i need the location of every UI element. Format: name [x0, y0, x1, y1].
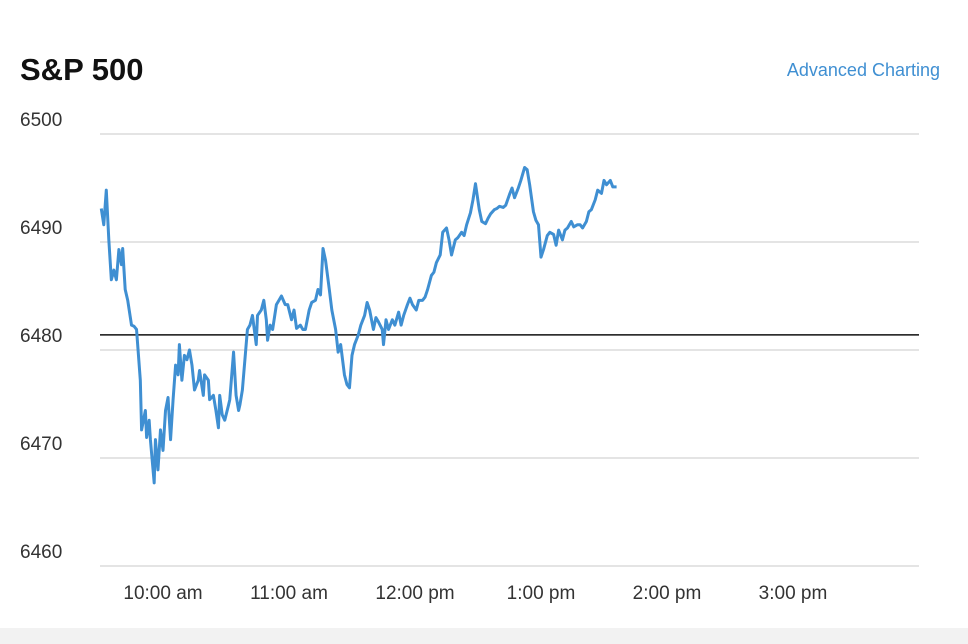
- y-tick-label: 6470: [20, 434, 62, 455]
- footer-band: [0, 628, 968, 644]
- price-line: [99, 165, 617, 485]
- x-tick-label: 1:00 pm: [507, 583, 576, 604]
- y-tick-label: 6460: [20, 542, 62, 563]
- x-tick-label: 2:00 pm: [633, 583, 702, 604]
- x-tick-label: 11:00 am: [250, 583, 328, 604]
- advanced-charting-link[interactable]: Advanced Charting: [787, 60, 940, 80]
- y-tick-label: 6500: [20, 110, 62, 131]
- x-tick-label: 3:00 pm: [759, 583, 828, 604]
- x-tick-label: 12:00 pm: [375, 583, 454, 604]
- chart-title: S&P 500: [20, 52, 144, 87]
- y-tick-label: 6480: [20, 326, 62, 347]
- y-tick-label: 6490: [20, 218, 62, 239]
- x-tick-label: 10:00 am: [123, 583, 202, 604]
